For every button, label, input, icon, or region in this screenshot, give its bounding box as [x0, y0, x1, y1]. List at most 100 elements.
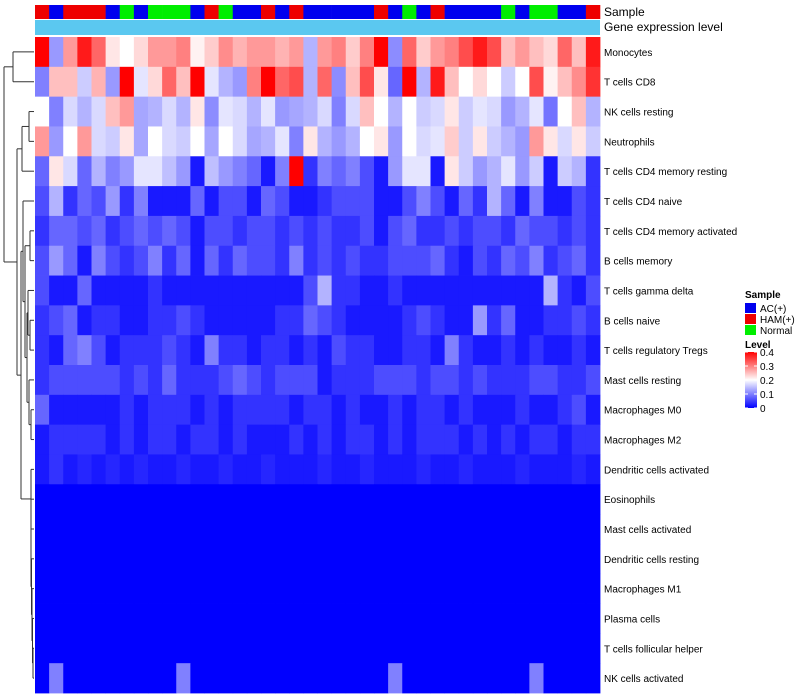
- heatmap-cell: [416, 663, 431, 694]
- heatmap-cell: [77, 275, 92, 306]
- heatmap-cell: [515, 365, 530, 396]
- heatmap-cell: [246, 96, 262, 127]
- heatmap-cell: [487, 245, 502, 276]
- row-label: Mast cells activated: [604, 525, 691, 536]
- heatmap-cell: [487, 275, 502, 306]
- heatmap-cell: [105, 603, 121, 634]
- heatmap-cell: [444, 663, 460, 694]
- heatmap-cell: [458, 454, 474, 485]
- heatmap-cell: [402, 245, 417, 276]
- heatmap-cell: [261, 663, 276, 694]
- heatmap-cell: [345, 454, 361, 485]
- heatmap-cell: [133, 365, 149, 396]
- heatmap-cell: [218, 156, 234, 187]
- heatmap-cell: [246, 126, 262, 157]
- heatmap-cell: [91, 245, 107, 276]
- heatmap-cell: [416, 514, 431, 545]
- heatmap-cell: [543, 543, 559, 575]
- heatmap-cell: [176, 305, 191, 336]
- heatmap-cell: [91, 633, 107, 664]
- heatmap-cell: [529, 245, 544, 276]
- heatmap-cell: [374, 573, 389, 604]
- heatmap-cell: [458, 156, 474, 187]
- heatmap-cell: [63, 245, 78, 276]
- legend-swatch-ac: [745, 303, 756, 313]
- heatmap-cell: [176, 275, 191, 306]
- heatmap-cell: [501, 305, 516, 336]
- heatmap-cell: [162, 514, 177, 545]
- row-label: T cells CD4 memory resting: [604, 167, 727, 178]
- heatmap-cell: [35, 156, 50, 187]
- heatmap-cell: [487, 215, 502, 247]
- heatmap-cell: [529, 275, 544, 306]
- heatmap-cell: [77, 454, 92, 485]
- heatmap-cell: [388, 633, 403, 664]
- heatmap-cell: [331, 245, 347, 276]
- heatmap-cell: [317, 335, 333, 366]
- heatmap-cell: [162, 245, 177, 276]
- heatmap-cell: [190, 454, 205, 485]
- heatmap-cell: [261, 543, 276, 575]
- heatmap-cell: [35, 37, 50, 68]
- heatmap-cell: [105, 186, 121, 217]
- sample-annotation-cell: [501, 5, 516, 19]
- heatmap-cell: [63, 126, 78, 157]
- heatmap-cell: [374, 543, 389, 575]
- heatmap-cell: [119, 37, 135, 68]
- heatmap-cell: [472, 514, 488, 545]
- heatmap-cell: [35, 275, 50, 306]
- heatmap-cell: [232, 66, 248, 98]
- heatmap-cell: [119, 394, 135, 426]
- heatmap-cell: [571, 365, 587, 396]
- heatmap-cell: [585, 186, 601, 217]
- heatmap-cell: [416, 186, 431, 217]
- heatmap-cell: [501, 663, 516, 694]
- heatmap-cell: [444, 186, 460, 217]
- heatmap-cell: [190, 424, 205, 455]
- heatmap-cell: [543, 96, 559, 127]
- heatmap-cell: [218, 37, 234, 68]
- heatmap-cell: [218, 186, 234, 217]
- heatmap-cell: [472, 245, 488, 276]
- heatmap-cell: [35, 245, 50, 276]
- heatmap-cell: [515, 245, 530, 276]
- heatmap-cell: [529, 186, 544, 217]
- heatmap-cell: [458, 543, 474, 575]
- heatmap-cell: [133, 215, 149, 247]
- sample-annotation-cell: [331, 5, 347, 19]
- heatmap-cell: [148, 424, 163, 455]
- heatmap-cell: [133, 305, 149, 336]
- heatmap-cell: [190, 394, 205, 426]
- heatmap-cell: [49, 37, 64, 68]
- row-label: Macrophages M1: [604, 585, 682, 596]
- heatmap-cell: [317, 484, 333, 515]
- heatmap-cell: [331, 514, 347, 545]
- heatmap-cell: [585, 126, 601, 157]
- heatmap-cell: [359, 37, 375, 68]
- heatmap-cell: [487, 514, 502, 545]
- heatmap-cell: [557, 245, 573, 276]
- heatmap-cell: [218, 633, 234, 664]
- sample-annotation-cell: [218, 5, 234, 19]
- heatmap-cell: [190, 305, 205, 336]
- heatmap-cell: [77, 215, 92, 247]
- heatmap-cell: [444, 215, 460, 247]
- heatmap-cell: [77, 603, 92, 634]
- heatmap-cell: [190, 365, 205, 396]
- heatmap-cell: [472, 335, 488, 366]
- heatmap-cell: [246, 186, 262, 217]
- heatmap-cell: [458, 275, 474, 306]
- heatmap-cell: [374, 424, 389, 455]
- heatmap-cell: [444, 424, 460, 455]
- heatmap-cell: [487, 484, 502, 515]
- heatmap-cell: [430, 603, 446, 634]
- heatmap-cell: [148, 215, 163, 247]
- heatmap-cell: [133, 335, 149, 366]
- heatmap-cell: [374, 215, 389, 247]
- heatmap-cell: [49, 663, 64, 694]
- heatmap-cell: [63, 215, 78, 247]
- heatmap-cell: [359, 663, 375, 694]
- heatmap-cell: [35, 484, 50, 515]
- heatmap-cell: [246, 305, 262, 336]
- heatmap-cell: [345, 543, 361, 575]
